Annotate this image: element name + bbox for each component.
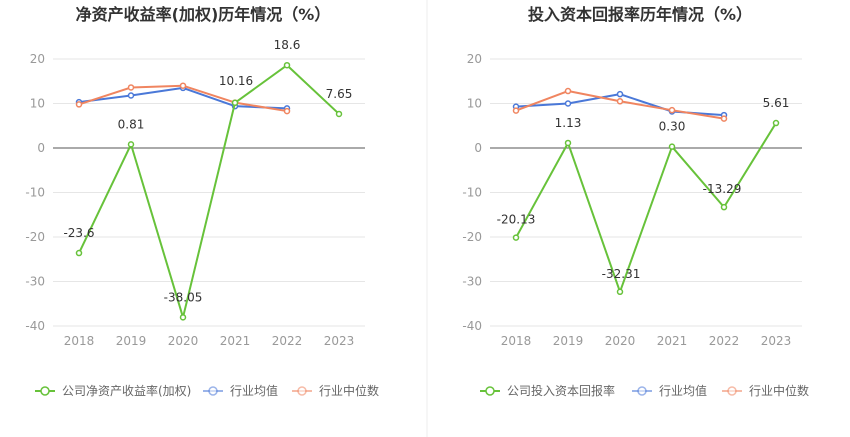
data-label: 5.61 [763, 96, 790, 110]
legend-item-company[interactable]: 公司投入资本回报率 [480, 383, 615, 398]
data-label: -32.31 [602, 267, 641, 281]
data-point-company [75, 249, 83, 257]
y-tick-label: -40 [462, 319, 482, 333]
x-tick-label: 2019 [553, 334, 584, 348]
data-label: 0.30 [659, 120, 686, 134]
series-line-company [78, 64, 340, 319]
y-tick-label: -30 [25, 275, 45, 289]
data-point-industry_median [564, 87, 572, 95]
data-point-company [231, 99, 239, 107]
data-label: -13.29 [703, 182, 742, 196]
data-label: 10.16 [219, 74, 253, 88]
legend-item-industry_avg[interactable]: 行业均值 [632, 383, 707, 398]
data-label: -20.13 [497, 213, 536, 227]
x-tick-label: 2021 [657, 334, 688, 348]
legend-swatch-marker [727, 386, 737, 396]
data-label: 1.13 [555, 116, 582, 130]
data-point-industry_median [720, 115, 728, 122]
legend-label: 行业均值 [659, 383, 707, 398]
y-tick-label: 0 [474, 141, 482, 155]
x-tick-label: 2020 [168, 334, 199, 348]
legend-label: 行业均值 [230, 383, 278, 398]
data-point-industry_avg [616, 90, 624, 98]
data-point-industry_median [75, 101, 83, 108]
x-tick-label: 2022 [272, 334, 303, 348]
data-point-industry_median [616, 98, 624, 105]
data-point-company [564, 139, 572, 147]
legend-swatch-marker [637, 386, 647, 396]
legend-label: 公司投入资本回报率 [507, 383, 615, 398]
data-point-company [127, 141, 135, 148]
data-point-company [179, 314, 187, 321]
x-tick-label: 2018 [501, 334, 532, 348]
data-point-company [335, 110, 343, 118]
x-tick-label: 2019 [116, 334, 147, 348]
y-tick-label: 20 [30, 52, 45, 66]
data-point-industry_avg [564, 100, 572, 107]
y-tick-label: -20 [25, 230, 45, 244]
legend-item-company[interactable]: 公司净资产收益率(加权) [35, 383, 191, 398]
data-label: 18.6 [274, 38, 301, 52]
legend-swatch-marker [485, 386, 495, 396]
data-point-industry_median [127, 84, 135, 91]
y-tick-label: 20 [467, 52, 482, 66]
data-point-industry_median [179, 82, 187, 89]
x-tick-label: 2018 [64, 334, 95, 348]
roic-chart-panel: 投入资本回报率历年情况（%） 20 10 0 -10 -20 -30 -40 2018 2019 2… [462, 5, 809, 398]
data-point-industry_median [668, 106, 676, 114]
legend-swatch-marker [40, 386, 50, 396]
legend-label: 行业中位数 [319, 383, 379, 398]
data-point-industry_median [512, 107, 520, 114]
data-label: 7.65 [326, 87, 353, 101]
data-point-company [616, 288, 624, 296]
y-tick-label: 0 [37, 141, 45, 155]
data-point-industry_median [283, 107, 291, 115]
chart-title: 净资产收益率(加权)历年情况（%） [76, 5, 331, 24]
x-tick-label: 2023 [324, 334, 355, 348]
y-tick-label: 10 [467, 97, 482, 111]
legend-label: 公司净资产收益率(加权) [62, 383, 191, 398]
series-line-company [515, 122, 777, 293]
legend-item-industry_avg[interactable]: 行业均值 [203, 383, 278, 398]
data-point-company [512, 234, 520, 241]
y-tick-label: -10 [25, 186, 45, 200]
legend-label: 行业中位数 [749, 383, 809, 398]
x-tick-label: 2023 [761, 334, 792, 348]
data-point-company [668, 143, 676, 150]
data-label: 0.81 [118, 117, 145, 131]
chart-title: 投入资本回报率历年情况（%） [528, 5, 752, 24]
y-tick-label: 10 [30, 97, 45, 111]
data-label: -38.05 [164, 290, 203, 304]
data-point-industry_avg [127, 92, 135, 99]
data-point-company [720, 203, 728, 211]
y-tick-label: -10 [462, 186, 482, 200]
legend-item-industry_median[interactable]: 行业中位数 [292, 383, 379, 398]
y-tick-label: -30 [462, 275, 482, 289]
legend-swatch-marker [297, 386, 307, 396]
legend-swatch-marker [208, 386, 218, 396]
roe-chart-panel: 净资产收益率(加权)历年情况（%） 20 10 0 -10 -20 -30 -40 2018 20… [25, 5, 379, 398]
x-tick-label: 2020 [605, 334, 636, 348]
x-tick-label: 2022 [709, 334, 740, 348]
x-tick-label: 2021 [220, 334, 251, 348]
data-point-company [772, 119, 780, 127]
y-tick-label: -40 [25, 319, 45, 333]
y-tick-label: -20 [462, 230, 482, 244]
legend-item-industry_median[interactable]: 行业中位数 [722, 383, 809, 398]
data-point-company [283, 61, 291, 69]
data-label: -23.6 [63, 226, 94, 240]
